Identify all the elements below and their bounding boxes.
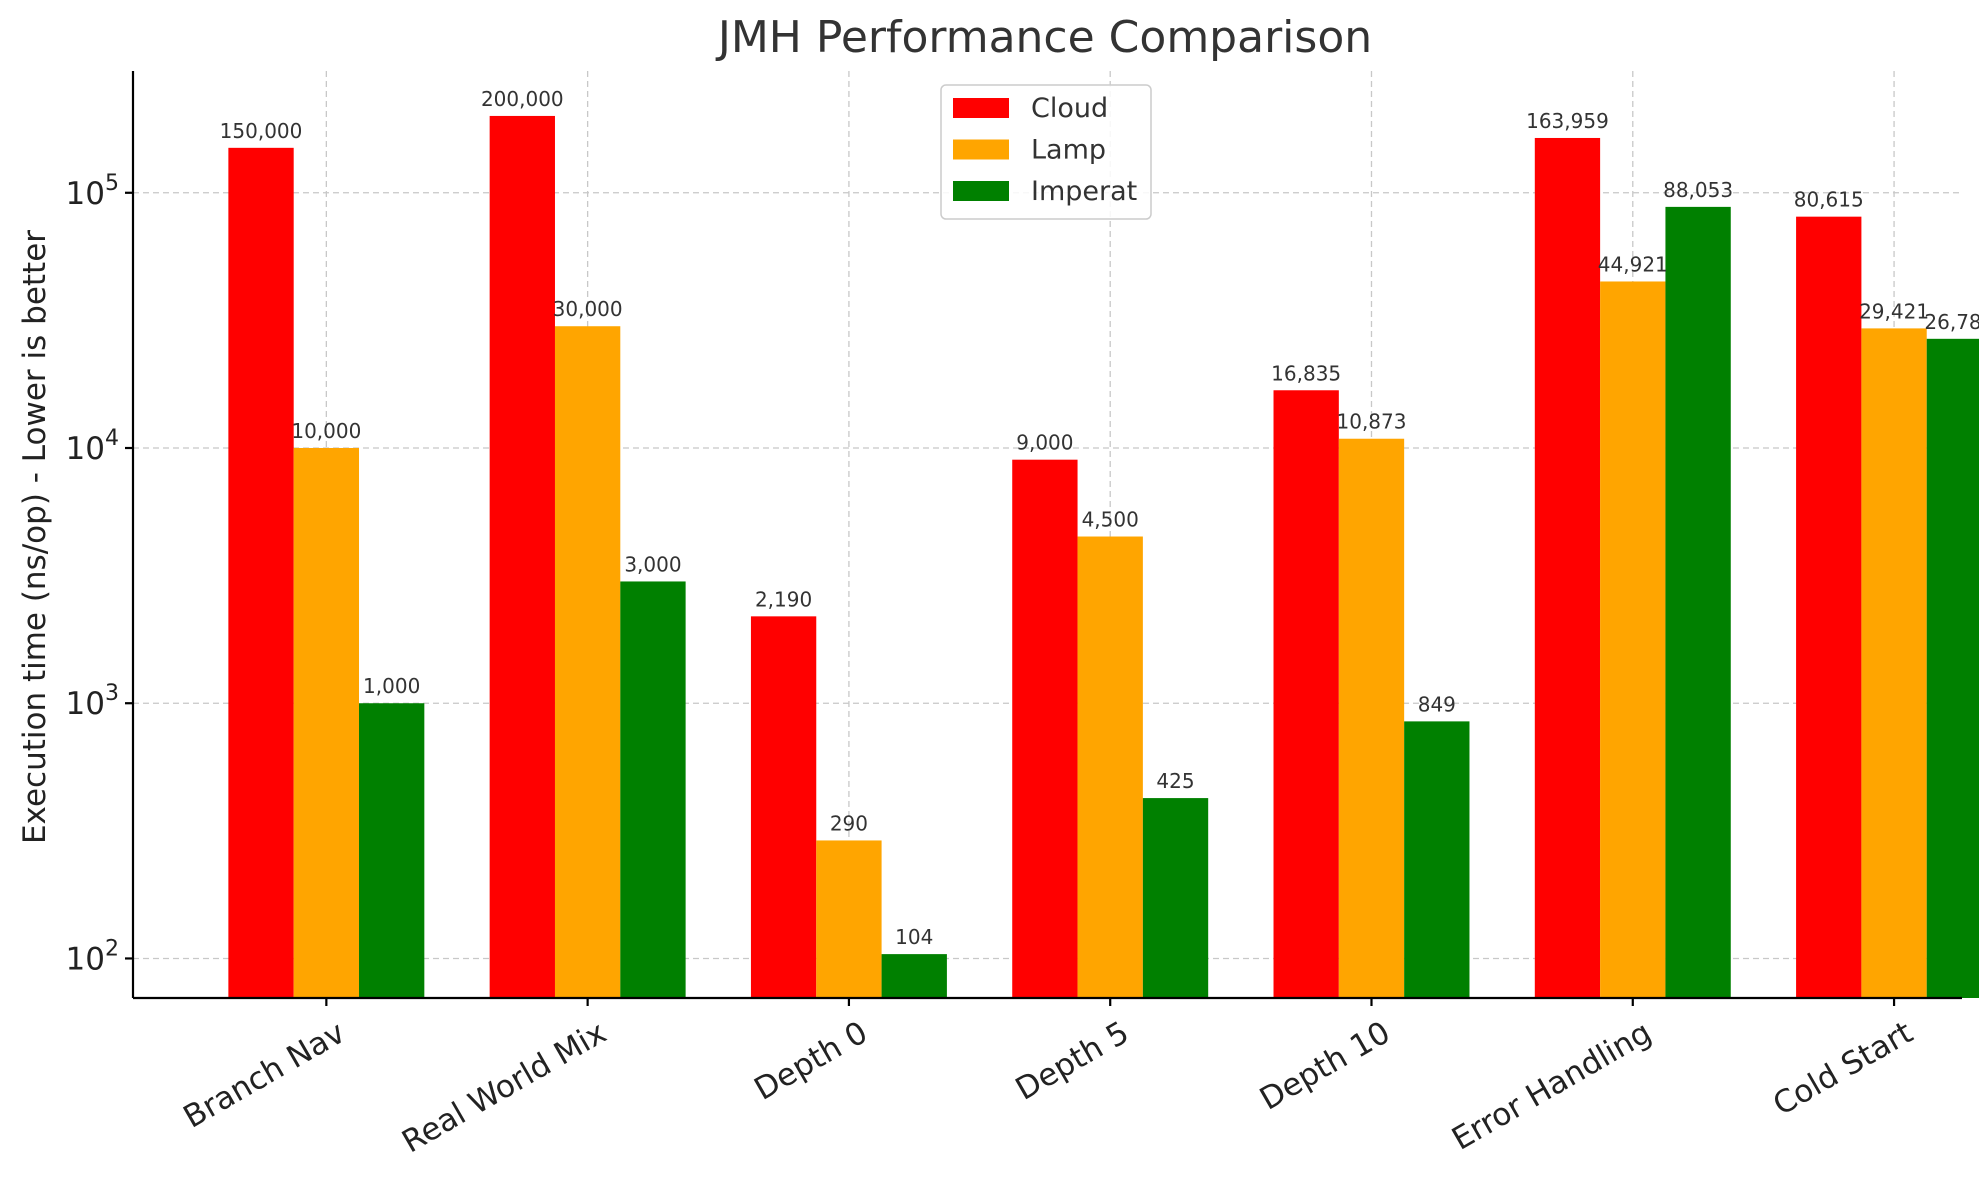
data-label: 425 <box>1156 769 1194 793</box>
bar-cloud <box>1273 390 1339 999</box>
data-label: 10,000 <box>291 419 361 443</box>
bar-imperat <box>881 954 947 998</box>
legend-swatch-lamp <box>953 139 1009 160</box>
x-tick-label: Depth 5 <box>1010 1015 1135 1108</box>
data-label: 9,000 <box>1016 431 1073 455</box>
bar-imperat <box>1665 206 1731 998</box>
data-label: 1,000 <box>363 674 420 698</box>
chart-title: JMH Performance Comparison <box>715 12 1372 63</box>
data-label: 150,000 <box>220 119 303 143</box>
bar-cloud <box>228 147 294 998</box>
data-label: 3,000 <box>624 552 681 576</box>
y-axis-label: Execution time (ns/op) - Lower is better <box>17 230 53 844</box>
bar-imperat <box>620 581 686 998</box>
bar-cloud <box>1534 137 1601 998</box>
data-label: 88,053 <box>1663 178 1733 202</box>
bar-imperat <box>1404 721 1470 998</box>
data-label: 4,500 <box>1082 508 1139 532</box>
bar-cloud <box>1012 459 1078 998</box>
data-label: 200,000 <box>481 87 564 111</box>
data-label: 44,921 <box>1598 252 1668 276</box>
data-label: 80,615 <box>1794 188 1864 212</box>
bar-lamp <box>293 448 360 998</box>
data-label: 29,421 <box>1859 299 1929 323</box>
bar-lamp <box>816 840 882 998</box>
y-tick-label: 102 <box>66 936 119 977</box>
data-label: 163,959 <box>1526 109 1609 133</box>
bar-lamp <box>1600 281 1666 998</box>
legend: Cloud Lamp Imperat <box>940 84 1152 220</box>
bar-lamp <box>1338 438 1405 999</box>
legend-swatch-cloud <box>953 98 1009 118</box>
legend-label-cloud: Cloud <box>1031 93 1108 124</box>
data-label: 16,835 <box>1271 361 1341 385</box>
data-label: 104 <box>895 925 933 949</box>
data-label: 290 <box>830 811 868 835</box>
bar-imperat <box>1142 798 1209 998</box>
bar-imperat <box>359 703 425 998</box>
legend-label-lamp: Lamp <box>1031 135 1106 166</box>
x-tick-label: Real World Mix <box>396 1015 612 1161</box>
y-tick-label: 104 <box>66 426 119 467</box>
bar-cloud <box>1796 216 1862 998</box>
data-label: 10,873 <box>1337 410 1407 434</box>
bar-imperat <box>1926 338 1979 998</box>
bar-cloud <box>750 616 817 998</box>
legend-swatch-imperat <box>953 181 1009 201</box>
x-tick-label: Error Handling <box>1446 1015 1658 1158</box>
data-labels-layer: 150,000 200,000 2,190 9,000 16,835 163,959 80,… <box>220 87 1979 949</box>
y-tick-label: 105 <box>66 171 119 212</box>
bars-layer <box>228 115 1979 999</box>
bar-lamp <box>1861 328 1927 998</box>
x-tick-label: Depth 10 <box>1254 1015 1396 1118</box>
bar-cloud <box>489 115 555 998</box>
bar-lamp <box>554 326 621 999</box>
data-label: 2,190 <box>755 587 812 611</box>
x-tick-label: Depth 0 <box>748 1015 873 1108</box>
data-label: 849 <box>1418 692 1456 716</box>
x-tick-label: Branch Nav <box>178 1015 352 1136</box>
y-tick-label: 103 <box>66 681 119 722</box>
bar-lamp <box>1077 536 1143 998</box>
legend-label-imperat: Imperat <box>1031 176 1137 207</box>
data-label: 30,000 <box>553 297 623 321</box>
x-tick-label: Cold Start <box>1767 1015 1919 1123</box>
data-label: 26,780 <box>1924 310 1979 334</box>
